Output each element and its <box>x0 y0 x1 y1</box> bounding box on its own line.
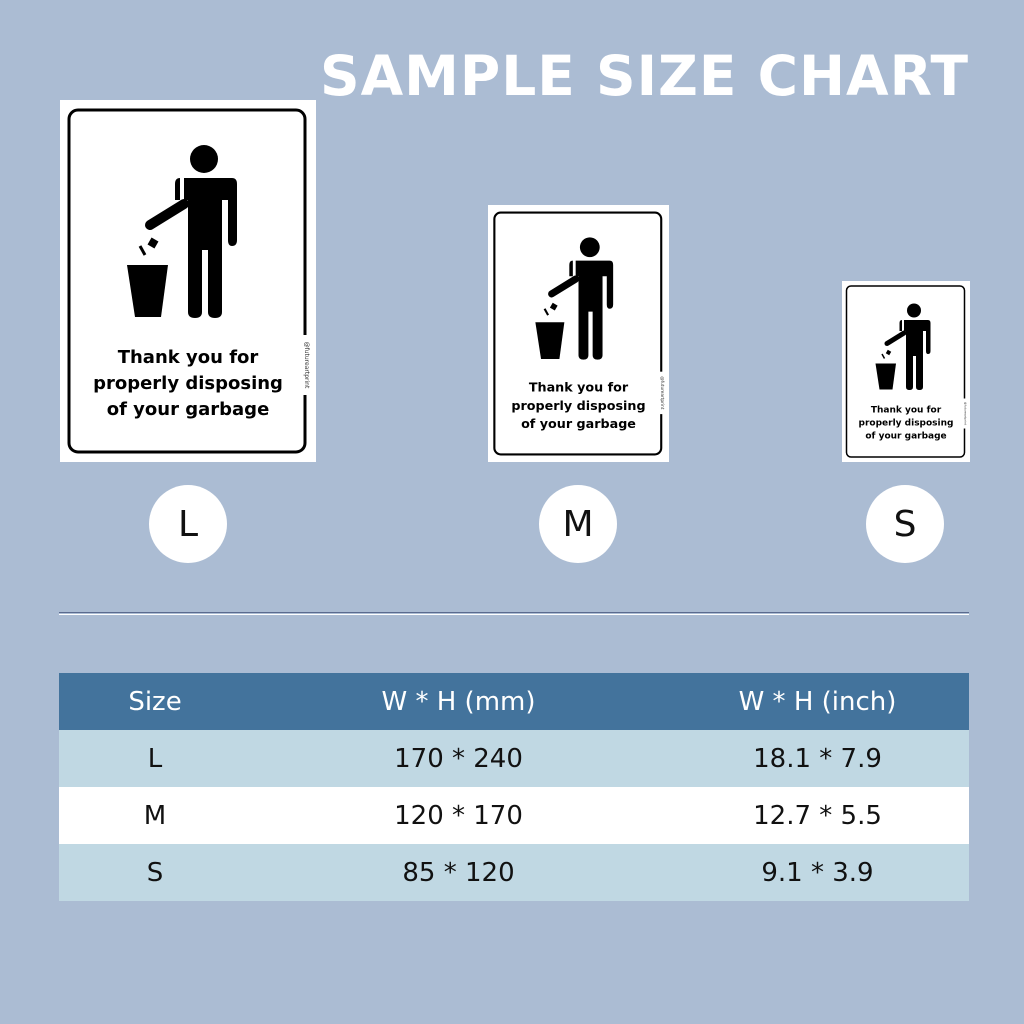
sign-text-line: properly disposing <box>511 398 645 413</box>
sign-sample-small: Thank you for properly disposing of your… <box>842 281 970 462</box>
sign-text-line: Thank you for <box>871 406 942 416</box>
cell-mm: 120 * 170 <box>251 787 666 844</box>
cell-size: S <box>59 844 251 901</box>
watermark: @futureartprint <box>660 376 665 409</box>
header-mm: W * H (mm) <box>251 673 666 730</box>
sign-graphic: Thank you for properly disposing of your… <box>845 285 968 458</box>
table-row: M 120 * 170 12.7 * 5.5 <box>59 787 969 844</box>
cell-inch: 12.7 * 5.5 <box>666 787 969 844</box>
size-label-s: S <box>866 485 944 563</box>
size-label-m: M <box>539 485 617 563</box>
sign-text-line: properly disposing <box>859 419 954 429</box>
sign-text-line: of your garbage <box>865 432 946 442</box>
table-header: Size W * H (mm) W * H (inch) <box>59 673 969 730</box>
sign-sample-medium: Thank you for properly disposing of your… <box>488 205 669 462</box>
person-disposing-trash-icon <box>127 145 237 318</box>
cell-mm: 85 * 120 <box>251 844 666 901</box>
sign-text-line: of your garbage <box>107 399 270 420</box>
sign-text-line: of your garbage <box>521 416 636 431</box>
size-table: Size W * H (mm) W * H (inch) L 170 * 240… <box>59 673 969 901</box>
sign-text-line: properly disposing <box>93 373 283 394</box>
cell-size: L <box>59 730 251 787</box>
header-inch: W * H (inch) <box>666 673 969 730</box>
cell-mm: 170 * 240 <box>251 730 666 787</box>
person-disposing-trash-icon <box>535 237 614 360</box>
sign-graphic: Thank you for properly disposing of your… <box>493 211 665 456</box>
cell-size: M <box>59 787 251 844</box>
table-row: L 170 * 240 18.1 * 7.9 <box>59 730 969 787</box>
cell-inch: 18.1 * 7.9 <box>666 730 969 787</box>
cell-inch: 9.1 * 3.9 <box>666 844 969 901</box>
sign-graphic: Thank you for properly disposing of your… <box>67 108 310 454</box>
table-row: S 85 * 120 9.1 * 3.9 <box>59 844 969 901</box>
header-size: Size <box>59 673 251 730</box>
size-label-l: L <box>149 485 227 563</box>
watermark: @futureartprint <box>964 402 968 426</box>
sign-text-line: Thank you for <box>118 347 259 368</box>
sign-text-line: Thank you for <box>529 379 629 394</box>
page-title: SAMPLE SIZE CHART <box>319 44 969 108</box>
sign-sample-large: Thank you for properly disposing of your… <box>60 100 316 462</box>
divider <box>59 612 969 613</box>
person-disposing-trash-icon <box>875 303 931 390</box>
watermark: @futureartprint <box>303 342 310 389</box>
